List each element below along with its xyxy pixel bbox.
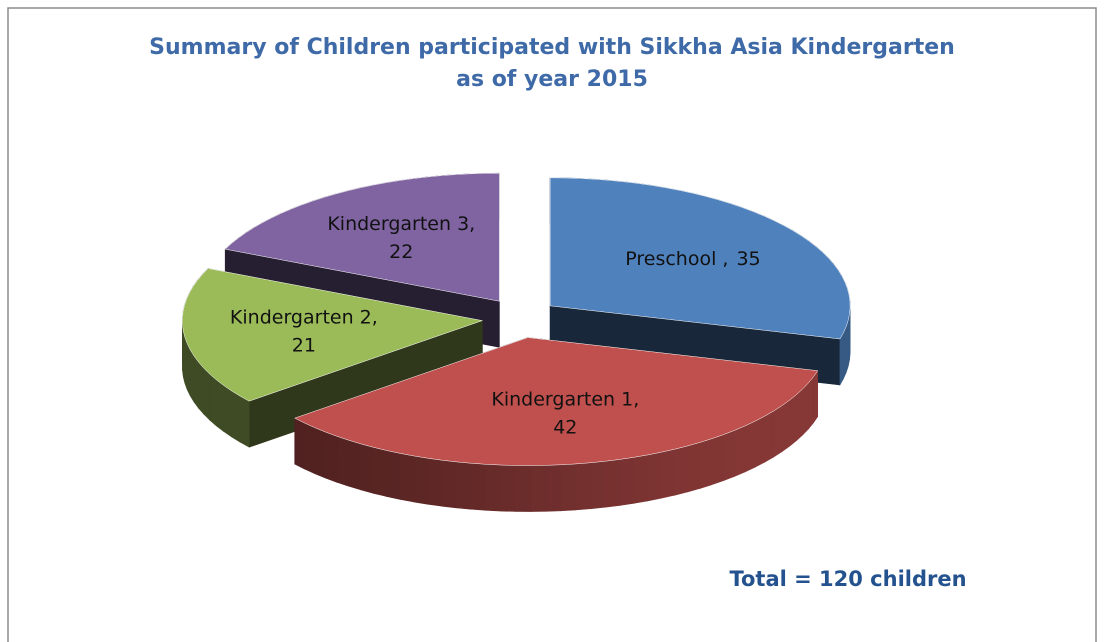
slice-side	[711, 434, 724, 486]
slice-side	[789, 393, 797, 447]
pie-slice	[294, 337, 819, 512]
slice-side	[325, 431, 338, 483]
slice-side	[754, 415, 765, 468]
data-label-value: 21	[292, 334, 316, 356]
slice-side	[427, 457, 443, 507]
slice-side	[618, 457, 634, 506]
data-label-value: 42	[553, 416, 577, 438]
slice-side	[360, 443, 374, 494]
slice-side	[722, 429, 735, 482]
slice-side	[485, 463, 502, 512]
slice-side	[209, 373, 217, 427]
slice-side	[348, 439, 362, 491]
slice-side	[189, 348, 195, 404]
slice-side	[781, 399, 790, 453]
slice-side	[294, 417, 305, 470]
slice-side	[686, 442, 700, 493]
slice-top	[294, 337, 819, 466]
data-label-value: 22	[389, 240, 413, 262]
slice-side	[203, 367, 211, 421]
annotation: Total = 120 children	[729, 567, 966, 591]
slice-side	[515, 465, 532, 512]
slice-side	[813, 369, 818, 424]
slice-side	[764, 410, 774, 463]
data-label-category: Kindergarten 2,	[230, 306, 378, 328]
slice-side	[441, 459, 457, 509]
slice-side	[216, 379, 224, 433]
data-label: Kindergarten 1, 42	[491, 388, 639, 438]
data-label: Kindergarten 2, 21	[230, 306, 378, 356]
slice-side	[470, 462, 487, 511]
slice-side	[336, 435, 349, 487]
slice-side	[399, 452, 415, 503]
slice-side	[530, 465, 547, 512]
slice-side	[796, 388, 804, 442]
slice-side	[843, 326, 847, 379]
slice-side	[660, 448, 675, 499]
slice-side	[231, 390, 241, 443]
data-label-value: 35	[736, 248, 760, 270]
chart-title: Summary of Children participated with Si…	[149, 35, 955, 60]
slice-side	[589, 460, 606, 510]
slice-side	[386, 450, 401, 500]
slice-side	[304, 422, 316, 475]
slice-top	[549, 177, 851, 340]
slice-side	[773, 405, 783, 458]
slice-side	[456, 461, 472, 510]
slice-side	[839, 331, 844, 387]
slice-side	[314, 427, 326, 479]
slice-side	[604, 459, 620, 508]
slice-side	[186, 343, 191, 397]
slice-side	[413, 455, 429, 505]
slice-side	[193, 355, 199, 410]
slice-side	[223, 384, 232, 438]
slice-side	[575, 462, 591, 511]
slice-side	[845, 320, 849, 373]
data-label-category: Kindergarten 1,	[491, 388, 639, 410]
slice-side	[808, 375, 814, 430]
slice-side	[239, 395, 250, 448]
pie-slice	[182, 267, 484, 448]
slice-side	[545, 464, 561, 512]
data-label-category: Preschool ,	[625, 248, 728, 270]
slice-side	[198, 361, 205, 415]
slice-side	[744, 420, 756, 473]
slice-top	[224, 172, 500, 302]
chart-subtitle: as of year 2015	[456, 67, 648, 92]
data-label: Kindergarten 3, 22	[327, 212, 475, 262]
slice-side	[560, 463, 576, 512]
slice-side	[373, 446, 387, 497]
data-label: Preschool , 35	[625, 248, 760, 270]
slice-side	[673, 445, 688, 496]
slice-side	[734, 425, 746, 477]
slice-side	[699, 438, 712, 489]
slice-top	[182, 268, 484, 402]
data-label-category: Kindergarten 3,	[327, 212, 475, 234]
slice-side	[184, 337, 188, 390]
slice-side	[802, 382, 809, 436]
slice-side	[647, 451, 662, 502]
slice-side	[633, 454, 648, 504]
slice-side	[500, 464, 517, 512]
